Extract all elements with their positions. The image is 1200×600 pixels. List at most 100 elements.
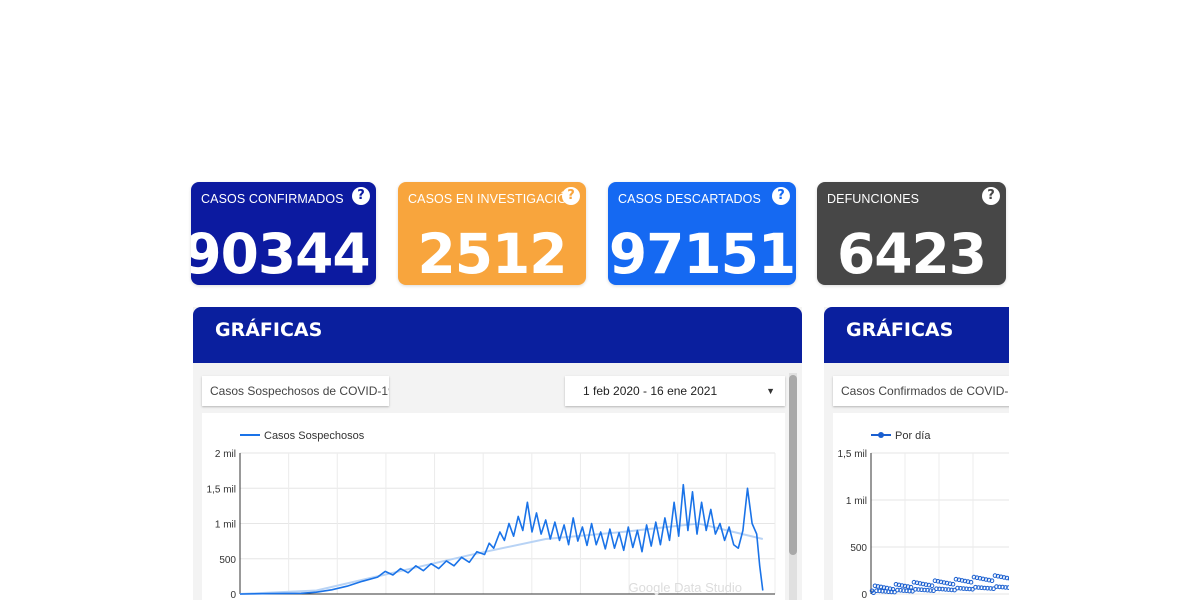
data-point xyxy=(938,579,944,585)
y-tick-label: 500 xyxy=(850,543,867,554)
y-tick-label: 0 xyxy=(861,590,867,600)
data-point xyxy=(941,580,947,585)
stat-label: DEFUNCIONES xyxy=(827,192,920,206)
data-point xyxy=(979,585,984,590)
panel-title: GRÁFICAS xyxy=(215,319,323,341)
data-point xyxy=(929,583,935,588)
data-point xyxy=(968,579,974,585)
caret-down-icon: ▼ xyxy=(766,386,775,396)
question-icon[interactable]: ? xyxy=(982,187,1000,205)
data-point xyxy=(983,577,989,582)
y-tick-label: 2 mil xyxy=(215,449,236,460)
data-point xyxy=(961,586,966,591)
data-point xyxy=(928,588,933,593)
data-point xyxy=(992,573,998,578)
data-point xyxy=(962,578,968,584)
legend-label: Casos Sospechosos xyxy=(264,430,365,442)
data-point xyxy=(898,588,903,593)
data-point xyxy=(893,582,899,587)
grid xyxy=(870,452,1009,595)
date-range-selector[interactable]: 1 feb 2020 - 16 ene 2021 ▼ xyxy=(565,376,785,406)
data-point xyxy=(943,587,948,592)
data-point xyxy=(940,586,945,592)
data-point xyxy=(905,584,911,589)
data-point xyxy=(902,583,908,589)
panel-title: GRÁFICAS xyxy=(846,319,954,341)
data-point xyxy=(965,579,971,584)
data-point xyxy=(923,582,929,587)
data-point xyxy=(995,573,1001,579)
panel-header: GRÁFICAS xyxy=(824,307,1009,363)
data-point xyxy=(985,585,990,591)
data-point xyxy=(952,587,957,593)
data-point xyxy=(1004,575,1009,581)
data-point xyxy=(988,586,993,591)
data-point xyxy=(872,583,878,589)
y-tick-label: 500 xyxy=(219,555,236,566)
data-point xyxy=(877,588,882,594)
stat-card-defunciones: DEFUNCIONES ? 6423 xyxy=(817,182,1006,285)
data-point xyxy=(916,587,921,592)
data-point xyxy=(880,588,885,594)
y-tick-label: 1,5 mil xyxy=(838,449,867,460)
data-point xyxy=(908,584,914,590)
trend-line xyxy=(239,522,764,595)
data-point xyxy=(956,577,962,583)
stat-label: CASOS EN INVESTIGACIÓN xyxy=(408,192,577,206)
chart-title: Casos Sospechosos de COVID-19 xyxy=(202,376,389,406)
question-icon[interactable]: ? xyxy=(352,187,370,205)
line-chart-confirmados: Por día 0 500 1 mil 1,5 mil xyxy=(838,430,1009,600)
data-point xyxy=(998,574,1004,580)
stat-label: CASOS DESCARTADOS xyxy=(618,192,761,206)
data-point xyxy=(982,585,987,591)
data-point xyxy=(994,584,999,589)
y-tick-label: 1 mil xyxy=(215,520,236,531)
stat-value: 97151 xyxy=(608,222,796,285)
data-point xyxy=(973,584,978,590)
data-point xyxy=(1006,585,1009,590)
y-tick-label: 1,5 mil xyxy=(207,484,236,495)
data-point xyxy=(925,587,930,593)
data-point xyxy=(1001,575,1007,580)
data-point xyxy=(911,579,917,585)
stat-card-confirmados: CASOS CONFIRMADOS ? 90344 xyxy=(191,182,376,285)
series-points xyxy=(869,573,1009,595)
scrollbar[interactable] xyxy=(789,373,797,600)
data-point xyxy=(958,586,963,591)
data-point xyxy=(947,581,953,586)
data-point xyxy=(899,583,905,588)
data-point xyxy=(986,577,992,583)
data-point xyxy=(884,585,890,591)
data-point xyxy=(914,580,920,586)
data-point xyxy=(871,590,876,595)
data-point xyxy=(922,587,927,593)
data-point xyxy=(895,587,900,593)
data-point xyxy=(896,582,902,588)
data-point xyxy=(875,584,881,589)
legend: Casos Sospechosos xyxy=(240,430,365,442)
data-point xyxy=(953,576,959,582)
series-line xyxy=(239,483,764,595)
question-icon[interactable]: ? xyxy=(562,187,580,205)
y-axis-ticks: 0 500 1 mil 1,5 mil 2 mil xyxy=(207,449,237,600)
data-point xyxy=(910,589,915,594)
legend: Por día xyxy=(871,430,931,442)
question-icon[interactable]: ? xyxy=(772,187,790,205)
data-point xyxy=(974,575,980,580)
data-point xyxy=(913,587,918,592)
data-point xyxy=(1003,585,1008,590)
data-point xyxy=(934,586,939,591)
data-point xyxy=(964,586,969,592)
scrollbar-thumb[interactable] xyxy=(789,375,797,555)
data-point xyxy=(917,581,923,586)
data-point xyxy=(955,585,960,591)
data-point xyxy=(935,579,941,584)
chart-title: Casos Confirmados de COVID-19 xyxy=(833,376,1009,406)
data-point xyxy=(976,585,981,590)
data-point xyxy=(949,587,954,593)
data-point xyxy=(991,586,996,591)
legend-marker xyxy=(878,432,884,438)
data-point xyxy=(919,587,924,592)
stat-card-descartados: CASOS DESCARTADOS ? 97151 xyxy=(608,182,796,285)
